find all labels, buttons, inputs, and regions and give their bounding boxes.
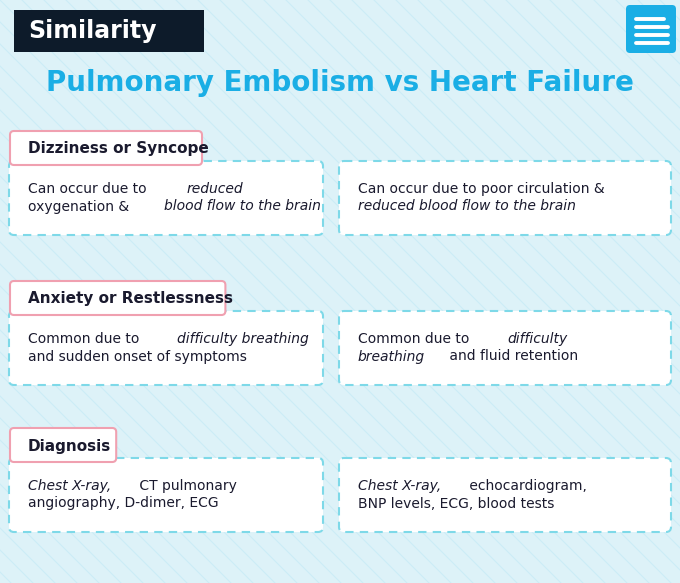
FancyBboxPatch shape [339,458,671,532]
FancyBboxPatch shape [626,5,676,53]
Text: Common due to: Common due to [28,332,143,346]
Text: Can occur due to: Can occur due to [28,182,151,196]
Text: angiography, D-dimer, ECG: angiography, D-dimer, ECG [28,497,219,511]
Text: oxygenation &: oxygenation & [28,199,133,213]
Text: Similarity: Similarity [28,19,156,43]
Text: breathing: breathing [358,349,425,363]
Text: Chest X-ray,: Chest X-ray, [358,479,441,493]
Text: Dizziness or Syncope: Dizziness or Syncope [28,142,209,156]
Text: blood flow to the brain: blood flow to the brain [164,199,321,213]
FancyBboxPatch shape [339,311,671,385]
Text: Chest X-ray,: Chest X-ray, [28,479,111,493]
Text: and sudden onset of symptoms: and sudden onset of symptoms [28,349,247,363]
Text: difficulty: difficulty [507,332,568,346]
Text: Can occur due to poor circulation &: Can occur due to poor circulation & [358,182,605,196]
FancyBboxPatch shape [10,281,225,315]
Text: BNP levels, ECG, blood tests: BNP levels, ECG, blood tests [358,497,554,511]
FancyBboxPatch shape [14,10,204,52]
Text: echocardiogram,: echocardiogram, [465,479,587,493]
FancyBboxPatch shape [10,131,202,165]
Text: reduced: reduced [187,182,243,196]
Text: CT pulmonary: CT pulmonary [135,479,237,493]
Text: and fluid retention: and fluid retention [445,349,578,363]
Text: Diagnosis: Diagnosis [28,438,112,454]
FancyBboxPatch shape [9,161,323,235]
Text: Anxiety or Restlessness: Anxiety or Restlessness [28,292,233,307]
FancyBboxPatch shape [339,161,671,235]
Text: difficulty breathing: difficulty breathing [177,332,309,346]
FancyBboxPatch shape [9,311,323,385]
Text: Pulmonary Embolism vs Heart Failure: Pulmonary Embolism vs Heart Failure [46,69,634,97]
FancyBboxPatch shape [9,458,323,532]
Text: Common due to: Common due to [358,332,474,346]
Text: reduced blood flow to the brain: reduced blood flow to the brain [358,199,576,213]
FancyBboxPatch shape [10,428,116,462]
